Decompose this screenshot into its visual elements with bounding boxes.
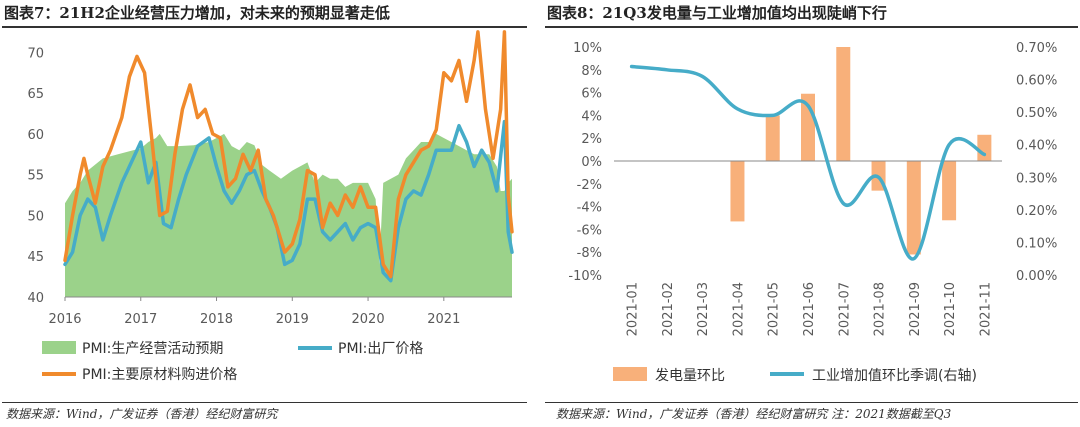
left-x-tick-label: 2019 xyxy=(276,312,309,327)
left-y-tick-label: 70 xyxy=(27,46,44,61)
right-y-left-tick-label: -6% xyxy=(577,223,602,238)
right-chart-title: 图表8：21Q3发电量与工业增加值均出现陡峭下行 xyxy=(547,4,887,22)
right-bar xyxy=(730,161,745,222)
left-line-series-2 xyxy=(63,30,514,279)
right-bar xyxy=(836,47,851,161)
left-x-tick-label: 2017 xyxy=(124,312,157,327)
right-legend-label-bar: 发电量环比 xyxy=(655,368,725,384)
right-y-left-tick-label: 6% xyxy=(581,87,602,102)
left-legend-label-0: PMI:生产经营活动预期 xyxy=(82,341,223,357)
right-y-left-tick-label: 0% xyxy=(581,155,602,170)
right-bar xyxy=(906,161,921,255)
right-y-right-tick-label: 0.20% xyxy=(1016,204,1057,219)
right-bar xyxy=(977,134,992,161)
left-line-series-1 xyxy=(63,119,514,283)
right-y-left-tick-label: 8% xyxy=(581,64,602,79)
right-y-right-tick-label: 0.10% xyxy=(1016,236,1057,251)
right-source-note: 数据来源：Wind，广发证券（香港）经纪财富研究 注：2021数据截至Q3 xyxy=(556,407,952,421)
right-x-tick-label: 2021-01 xyxy=(626,282,641,336)
left-y-tick-label: 65 xyxy=(27,87,44,102)
right-x-tick-label: 2021-06 xyxy=(802,282,817,336)
right-y-left-tick-label: 4% xyxy=(581,109,602,124)
right-y-left-tick-label: -4% xyxy=(577,201,602,216)
left-y-tick-label: 40 xyxy=(27,291,44,306)
left-legend-label-1: PMI:出厂价格 xyxy=(338,341,423,357)
right-x-tick-label: 2021-05 xyxy=(767,282,782,336)
left-x-tick-label: 2021 xyxy=(427,312,460,327)
right-bar xyxy=(871,161,886,191)
right-y-right-tick-label: 0.70% xyxy=(1016,41,1057,56)
right-x-tick-label: 2021-08 xyxy=(873,282,888,336)
left-chart-title: 图表7：21H2企业经营压力增加，对未来的预期显著走低 xyxy=(4,4,390,22)
right-y-left-tick-label: 2% xyxy=(581,132,602,147)
right-y-right-tick-label: 0.60% xyxy=(1016,74,1057,89)
right-title-rule xyxy=(545,26,1078,28)
left-y-tick-label: 60 xyxy=(27,128,44,143)
left-legend-swatch-0 xyxy=(42,341,76,354)
left-bottom-rule xyxy=(2,402,527,403)
right-y-right-tick-label: 0.30% xyxy=(1016,171,1057,186)
left-chart: 40 45 50 55 60 65 70 2016 2017 2018 2019 2020 2021 PM… xyxy=(27,30,514,383)
left-area-series-0 xyxy=(65,133,512,297)
left-x-tick-label: 2016 xyxy=(48,312,81,327)
left-x-tick-label: 2018 xyxy=(200,312,233,327)
right-x-tick-label: 2021-10 xyxy=(943,282,958,336)
right-legend-label-line: 工业增加值环比季调(右轴) xyxy=(812,368,977,384)
right-y-right-tick-label: 0.00% xyxy=(1016,269,1057,284)
right-x-tick-label: 2021-09 xyxy=(908,282,923,336)
left-y-tick-label: 45 xyxy=(27,250,44,265)
left-title-rule xyxy=(2,26,527,28)
left-y-tick-label: 55 xyxy=(27,169,44,184)
right-legend-swatch-bar xyxy=(613,367,647,381)
right-y-left-tick-label: -10% xyxy=(568,269,602,284)
left-y-tick-label: 50 xyxy=(27,209,44,224)
left-x-tick-label: 2020 xyxy=(352,312,385,327)
right-y-left-tick-label: 10% xyxy=(573,41,602,56)
left-legend-label-2: PMI:主要原材料购进价格 xyxy=(82,367,237,383)
right-y-left-tick-label: -2% xyxy=(577,178,602,193)
right-y-left-tick-label: -8% xyxy=(577,246,602,261)
right-y-right-tick-label: 0.40% xyxy=(1016,139,1057,154)
right-bar xyxy=(765,115,780,161)
right-bar xyxy=(942,161,957,221)
right-x-tick-label: 2021-11 xyxy=(978,282,993,336)
right-x-tick-label: 2021-03 xyxy=(696,282,711,336)
right-bar xyxy=(801,93,815,161)
right-y-right-tick-label: 0.50% xyxy=(1016,106,1057,121)
right-x-tick-label: 2021-07 xyxy=(837,282,852,336)
right-line-series xyxy=(629,64,987,261)
right-bottom-rule xyxy=(545,402,1078,403)
left-source-note: 数据来源：Wind，广发证券（香港）经纪财富研究 xyxy=(6,407,278,421)
right-x-tick-label: 2021-04 xyxy=(731,282,746,336)
right-x-tick-label: 2021-02 xyxy=(661,282,676,336)
